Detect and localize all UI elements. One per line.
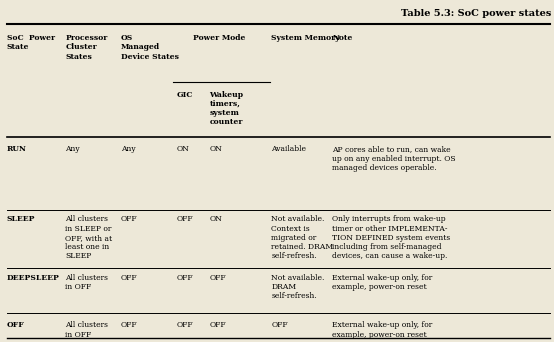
Text: OS
Managed
Device States: OS Managed Device States — [121, 34, 179, 61]
Text: ON: ON — [209, 145, 222, 153]
Text: Available: Available — [271, 145, 306, 153]
Text: ON: ON — [176, 145, 189, 153]
Text: OFF: OFF — [271, 321, 288, 329]
Text: Note: Note — [332, 34, 353, 42]
Text: All clusters
in SLEEP or
OFF, with at
least one in
SLEEP: All clusters in SLEEP or OFF, with at le… — [65, 215, 112, 260]
Text: OFF: OFF — [7, 321, 24, 329]
Text: External wake-up only, for
example, power-on reset: External wake-up only, for example, powe… — [332, 274, 433, 291]
Text: Power Mode: Power Mode — [193, 34, 245, 42]
Text: Any: Any — [121, 145, 135, 153]
Text: OFF: OFF — [209, 321, 226, 329]
Text: SoC  Power
State: SoC Power State — [7, 34, 55, 51]
Text: Processor
Cluster
States: Processor Cluster States — [65, 34, 107, 61]
Text: Not available.
Context is
migrated or
retained. DRAM
self-refresh.: Not available. Context is migrated or re… — [271, 215, 334, 260]
Text: Wakeup
timers,
system
counter: Wakeup timers, system counter — [209, 91, 243, 126]
Text: OFF: OFF — [176, 321, 193, 329]
Text: AP cores able to run, can wake
up on any enabled interrupt. OS
managed devices o: AP cores able to run, can wake up on any… — [332, 145, 456, 172]
Text: System Memory: System Memory — [271, 34, 340, 42]
Text: Only interrupts from wake-up
timer or other IMPLEMENTA-
TION DEFINED system even: Only interrupts from wake-up timer or ot… — [332, 215, 450, 260]
Text: OFF: OFF — [121, 321, 137, 329]
Text: DEEPSLEEP: DEEPSLEEP — [7, 274, 59, 281]
Text: All clusters
in OFF: All clusters in OFF — [65, 321, 109, 339]
Text: GIC: GIC — [176, 91, 193, 98]
Text: Any: Any — [65, 145, 80, 153]
Text: OFF: OFF — [209, 274, 226, 281]
Text: SLEEP: SLEEP — [7, 215, 35, 223]
Text: All clusters
in OFF: All clusters in OFF — [65, 274, 109, 291]
Text: Table 5.3: SoC power states: Table 5.3: SoC power states — [401, 9, 551, 17]
Text: OFF: OFF — [121, 274, 137, 281]
Text: External wake-up only, for
example, power-on reset: External wake-up only, for example, powe… — [332, 321, 433, 339]
Text: Not available.
DRAM
self-refresh.: Not available. DRAM self-refresh. — [271, 274, 325, 300]
Text: OFF: OFF — [176, 215, 193, 223]
Text: ON: ON — [209, 215, 222, 223]
Text: RUN: RUN — [7, 145, 27, 153]
Text: OFF: OFF — [121, 215, 137, 223]
Text: OFF: OFF — [176, 274, 193, 281]
